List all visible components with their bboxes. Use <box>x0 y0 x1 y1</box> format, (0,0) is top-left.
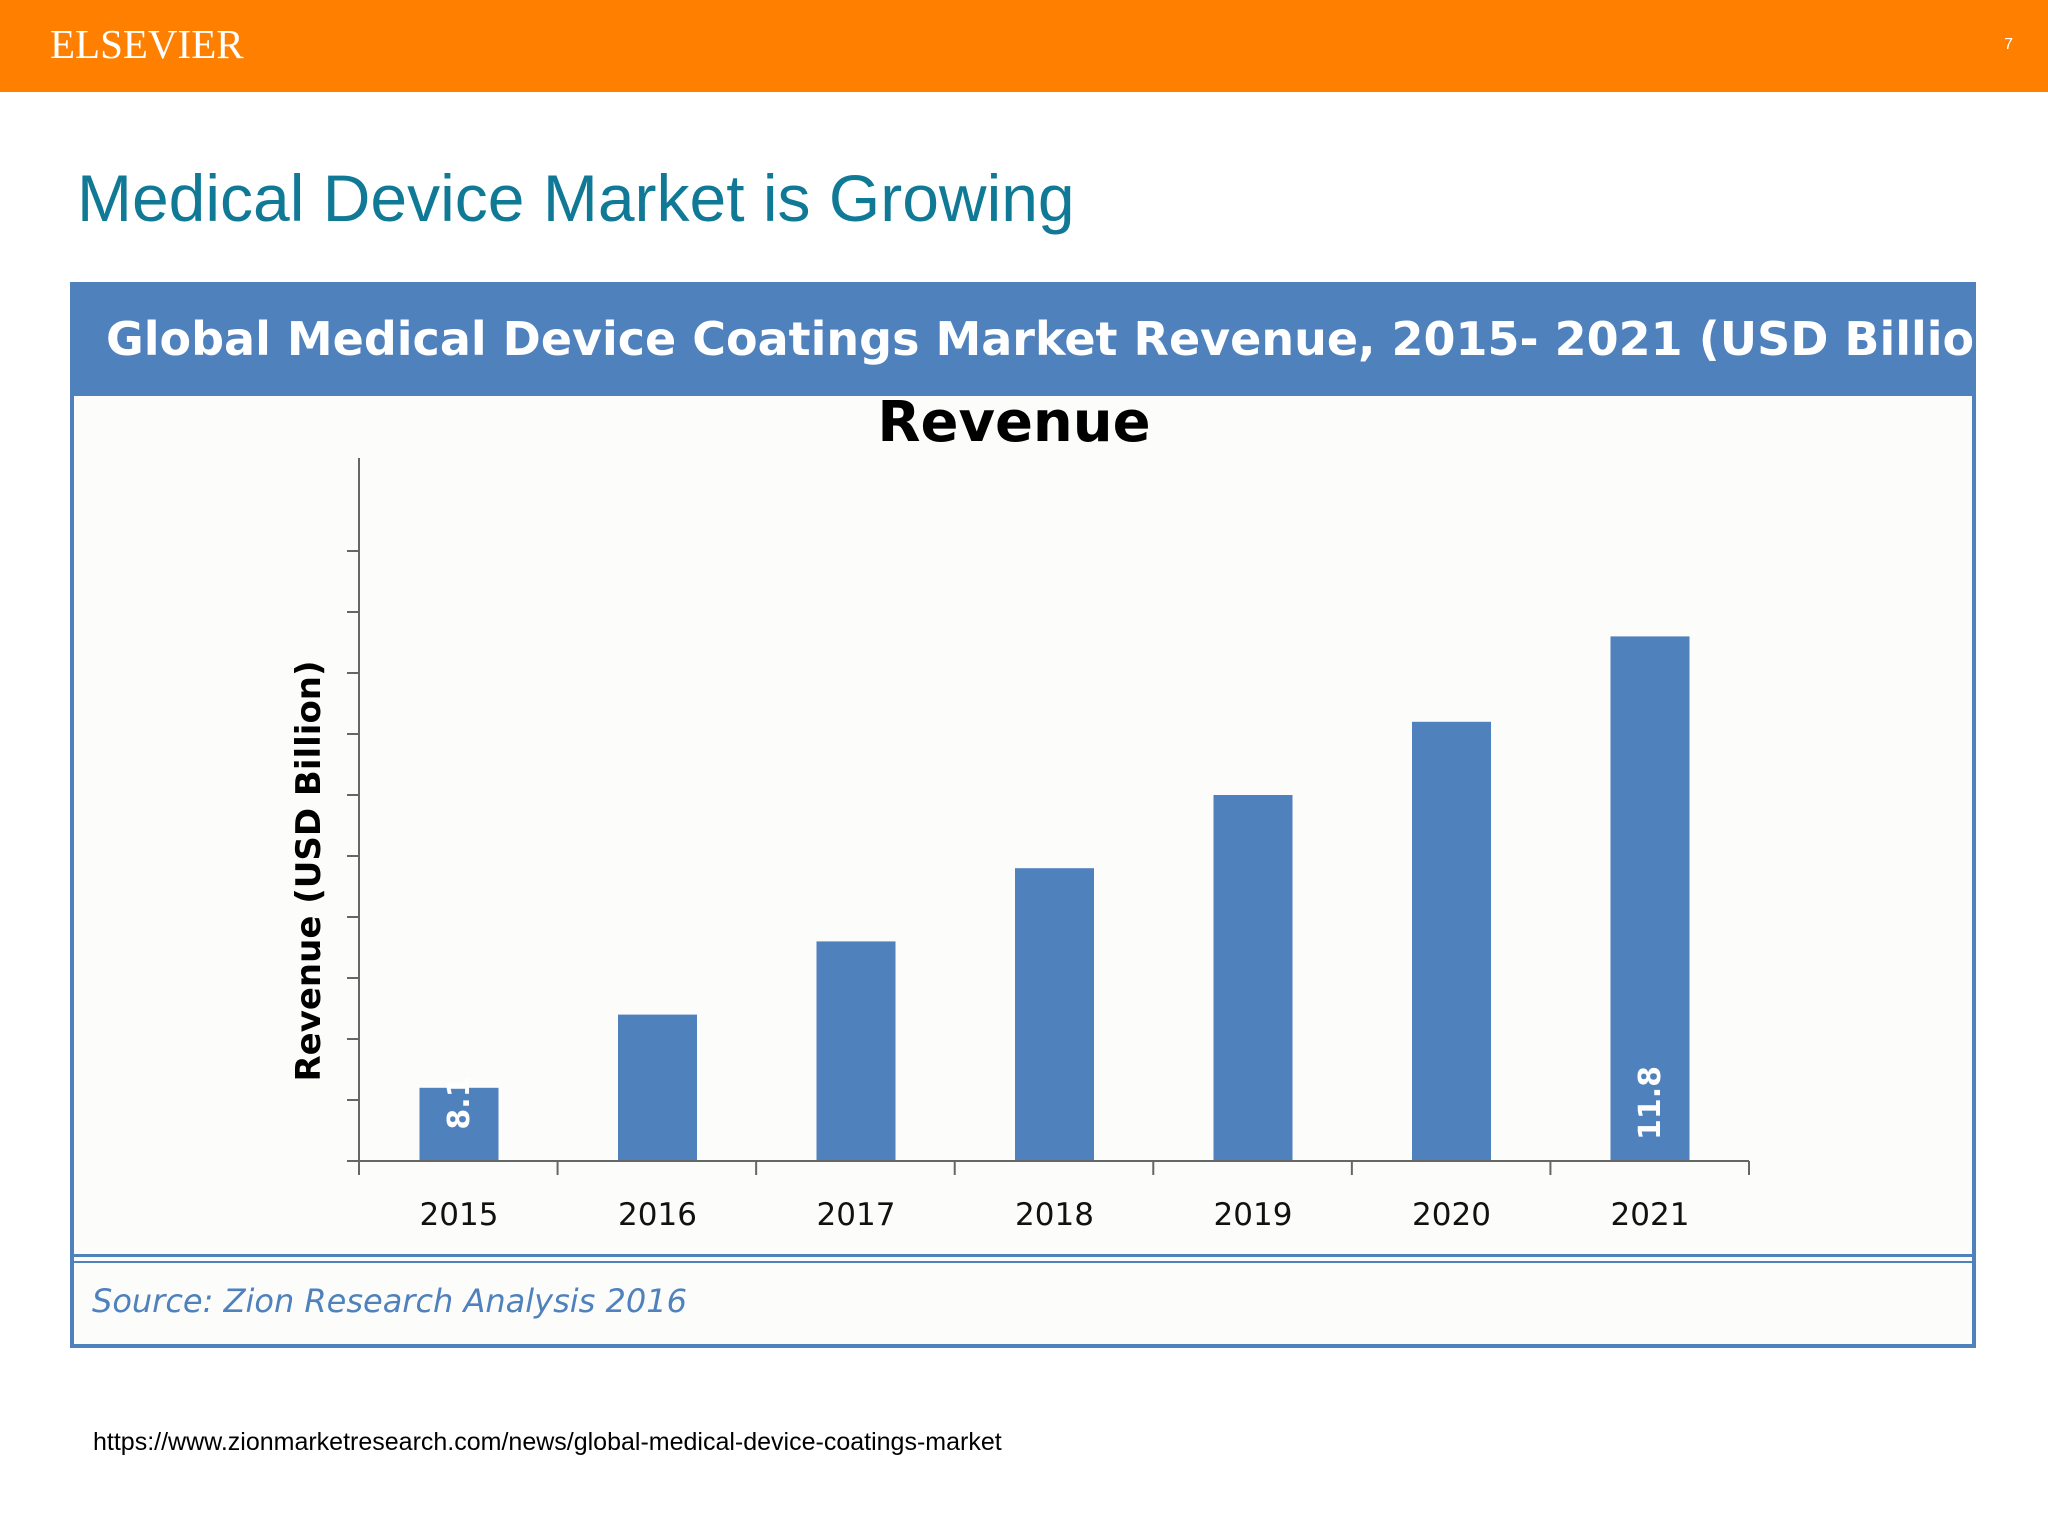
bar-2020 <box>1412 721 1491 1161</box>
x-tick-label: 2018 <box>1015 1197 1094 1233</box>
data-label-2021: 11.8 <box>1633 1066 1668 1140</box>
top-bar: ELSEVIER 7 <box>0 0 2048 92</box>
bar-2017 <box>816 941 896 1161</box>
x-tick-label: 2017 <box>817 1197 896 1233</box>
source-note: Source: Zion Research Analysis 2016 <box>92 1282 687 1320</box>
source-divider <box>74 1254 1972 1257</box>
x-tick-label: 2021 <box>1611 1197 1690 1233</box>
bar-2018 <box>1015 868 1094 1161</box>
elsevier-logo: ELSEVIER <box>50 21 244 67</box>
chart-title: Revenue <box>877 390 1150 455</box>
source-divider-inner <box>74 1261 1972 1263</box>
source-url: https://www.zionmarketresearch.com/news/… <box>93 1428 1002 1456</box>
data-label-2015: 8.1 <box>442 1076 477 1129</box>
x-tick-label: 2019 <box>1214 1197 1293 1233</box>
bar-2021 <box>1610 636 1690 1161</box>
x-tick-label: 2015 <box>420 1197 499 1233</box>
chart-panel-header: Global Medical Device Coatings Market Re… <box>74 286 2028 396</box>
chart-panel-header-text: Global Medical Device Coatings Market Re… <box>106 312 2028 366</box>
x-tick-label: 2020 <box>1412 1197 1491 1233</box>
bar-2016 <box>618 1014 697 1161</box>
slide-title: Medical Device Market is Growing <box>77 161 1075 235</box>
revenue-bar-chart: Revenue Revenue (USD Billion) 8.1 11.8 2015 2… <box>289 390 1750 1233</box>
y-axis-label: Revenue (USD Billion) <box>289 660 329 1081</box>
bar-2015 <box>419 1087 499 1161</box>
page-number: 7 <box>2004 36 2013 53</box>
bar-2019 <box>1213 795 1293 1161</box>
chart-panel: Global Medical Device Coatings Market Re… <box>70 282 2028 1348</box>
x-tick-label: 2016 <box>618 1197 697 1233</box>
